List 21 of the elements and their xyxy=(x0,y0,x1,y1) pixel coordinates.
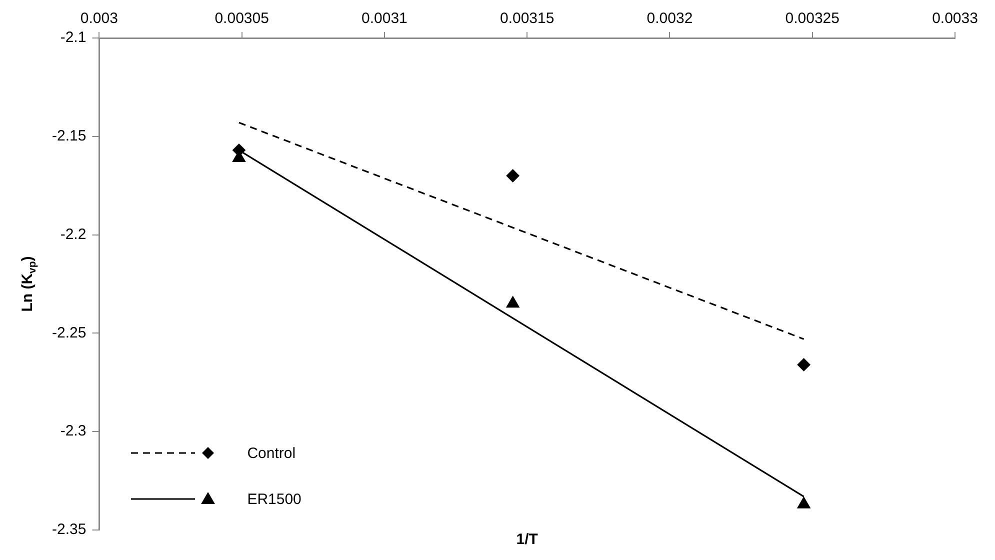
x-tick-label: 0.0031 xyxy=(362,10,408,28)
legend-label: Control xyxy=(247,444,296,462)
x-tick-label: 0.0033 xyxy=(932,10,978,28)
point xyxy=(506,169,520,182)
y-tick-label: -2.3 xyxy=(60,422,86,440)
y-tick-label: -2.2 xyxy=(60,226,86,243)
y-tick-label: -2.15 xyxy=(52,128,86,145)
x-tick-label: 0.0032 xyxy=(646,10,693,28)
y-tick-label: -2.35 xyxy=(52,521,86,538)
x-tick-label: 0.00325 xyxy=(785,10,840,28)
x-tick-label: 0.00305 xyxy=(214,10,269,28)
x-axis-title: 1/T xyxy=(516,531,538,548)
point xyxy=(797,358,810,372)
y-tick-label: -2.1 xyxy=(60,29,86,46)
y-tick-label: -2.25 xyxy=(52,324,86,342)
legend-label: ER1500 xyxy=(247,490,302,508)
point xyxy=(506,296,520,308)
point xyxy=(797,496,810,508)
x-tick-label: 0.00315 xyxy=(500,10,554,28)
x-tick-label: 0.003 xyxy=(80,10,118,28)
y-axis-title: Ln (Kvp) xyxy=(19,256,38,312)
